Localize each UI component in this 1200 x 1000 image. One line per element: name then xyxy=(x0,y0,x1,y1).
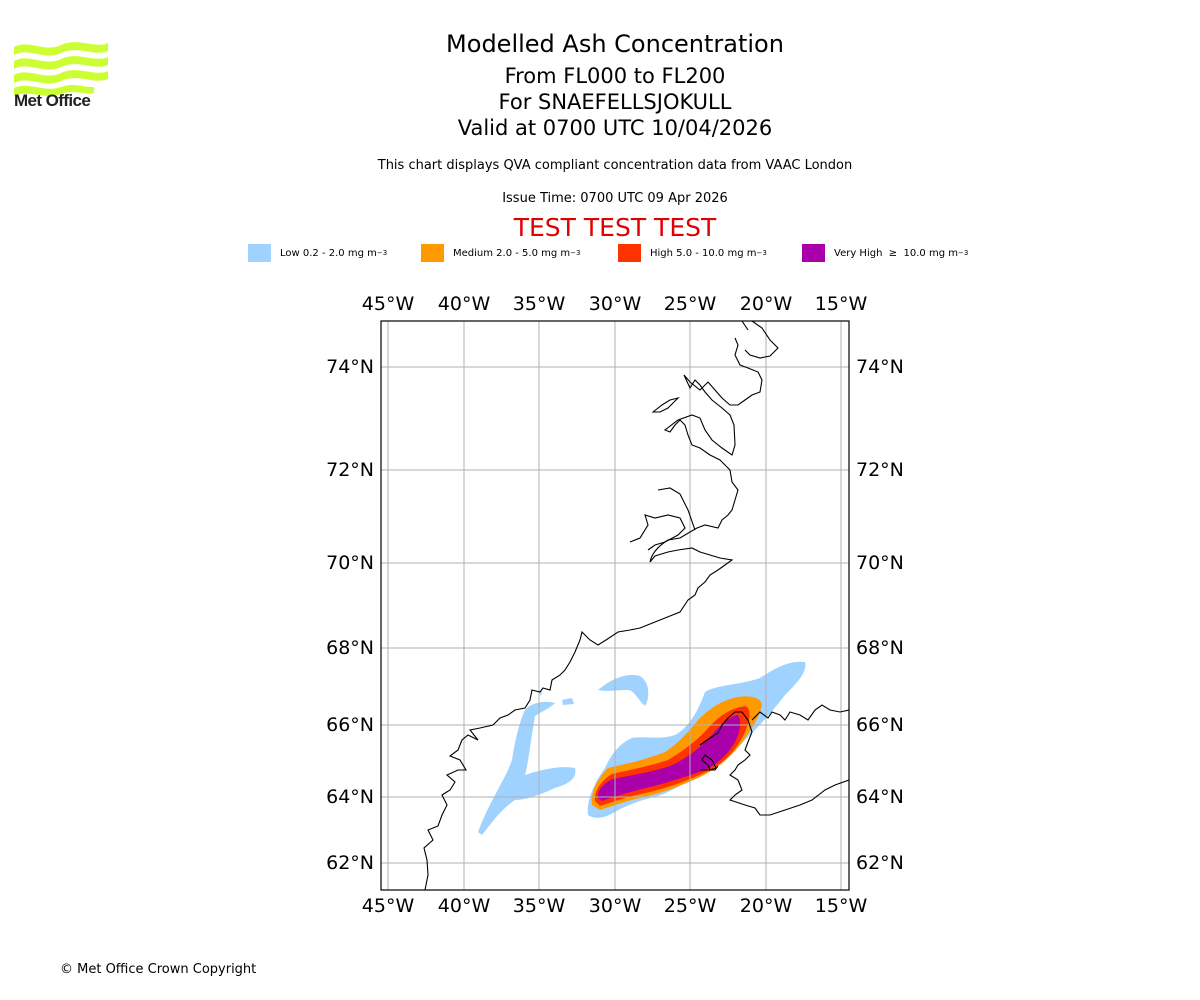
volcano-name: For SNAEFELLSJOKULL xyxy=(498,90,732,114)
lon-label-top: 25°W xyxy=(664,293,717,315)
lon-label-top: 20°W xyxy=(740,293,793,315)
lon-label-bottom: 40°W xyxy=(438,895,491,917)
issue-time: Issue Time: 0700 UTC 09 Apr 2026 xyxy=(502,191,728,206)
legend-label-high: High 5.0 - 10.0 mg m xyxy=(650,247,757,259)
legend-swatch-low xyxy=(248,244,271,262)
lon-label-bottom: 25°W xyxy=(664,895,717,917)
legend-label-low: Low 0.2 - 2.0 mg m xyxy=(280,247,377,259)
chart-subtitle: This chart displays QVA compliant concen… xyxy=(377,158,853,173)
test-banner: TEST TEST TEST xyxy=(513,213,717,242)
copyright-notice: © Met Office Crown Copyright xyxy=(60,962,257,977)
lon-label-bottom: 20°W xyxy=(740,895,793,917)
lat-label-right: 64°N xyxy=(856,786,904,808)
lon-label-bottom: 30°W xyxy=(589,895,642,917)
lon-label-top: 15°W xyxy=(815,293,868,315)
lat-label-right: 74°N xyxy=(856,356,904,378)
coastlines xyxy=(423,321,849,890)
lon-label-bottom: 45°W xyxy=(362,895,415,917)
legend-swatch-medium xyxy=(421,244,444,262)
map-frame xyxy=(380,320,850,891)
legend-item-high: High 5.0 - 10.0 mg m −3 xyxy=(618,244,767,262)
lon-label-top: 30°W xyxy=(589,293,642,315)
valid-time: Valid at 0700 UTC 10/04/2026 xyxy=(457,116,773,140)
lon-label-top: 35°W xyxy=(513,293,566,315)
lat-label-right: 68°N xyxy=(856,637,904,659)
ash-map: 45°W 40°W 35°W 30°W 25°W 20°W 15°W 45°W … xyxy=(326,293,904,917)
logo-text: Met Office xyxy=(14,91,91,110)
legend-label-very-high: Very High ≥ 10.0 mg m xyxy=(834,247,958,259)
lon-label-top: 45°W xyxy=(362,293,415,315)
legend-item-low: Low 0.2 - 2.0 mg m −3 xyxy=(248,244,387,262)
lat-label-right: 62°N xyxy=(856,852,904,874)
lat-label-left: 72°N xyxy=(326,459,374,481)
legend-label-medium: Medium 2.0 - 5.0 mg m xyxy=(453,247,571,259)
lat-label-left: 74°N xyxy=(326,356,374,378)
lon-label-top: 40°W xyxy=(438,293,491,315)
ash-very-high-region xyxy=(597,715,741,801)
lat-label-right: 72°N xyxy=(856,459,904,481)
lon-label-bottom: 15°W xyxy=(815,895,868,917)
lat-label-right: 70°N xyxy=(856,552,904,574)
flight-levels: From FL000 to FL200 xyxy=(504,64,726,88)
lon-label-bottom: 35°W xyxy=(513,895,566,917)
met-office-logo xyxy=(14,42,108,96)
legend-item-very-high: Very High ≥ 10.0 mg m −3 xyxy=(802,244,968,262)
lat-label-left: 68°N xyxy=(326,637,374,659)
lat-label-left: 66°N xyxy=(326,714,374,736)
legend-swatch-high xyxy=(618,244,641,262)
lat-label-right: 66°N xyxy=(856,714,904,736)
lat-label-left: 62°N xyxy=(326,852,374,874)
chart-title: Modelled Ash Concentration xyxy=(446,30,784,58)
legend-swatch-very-high xyxy=(802,244,825,262)
lat-label-left: 70°N xyxy=(326,552,374,574)
lat-label-left: 64°N xyxy=(326,786,374,808)
legend-item-medium: Medium 2.0 - 5.0 mg m −3 xyxy=(421,244,580,262)
